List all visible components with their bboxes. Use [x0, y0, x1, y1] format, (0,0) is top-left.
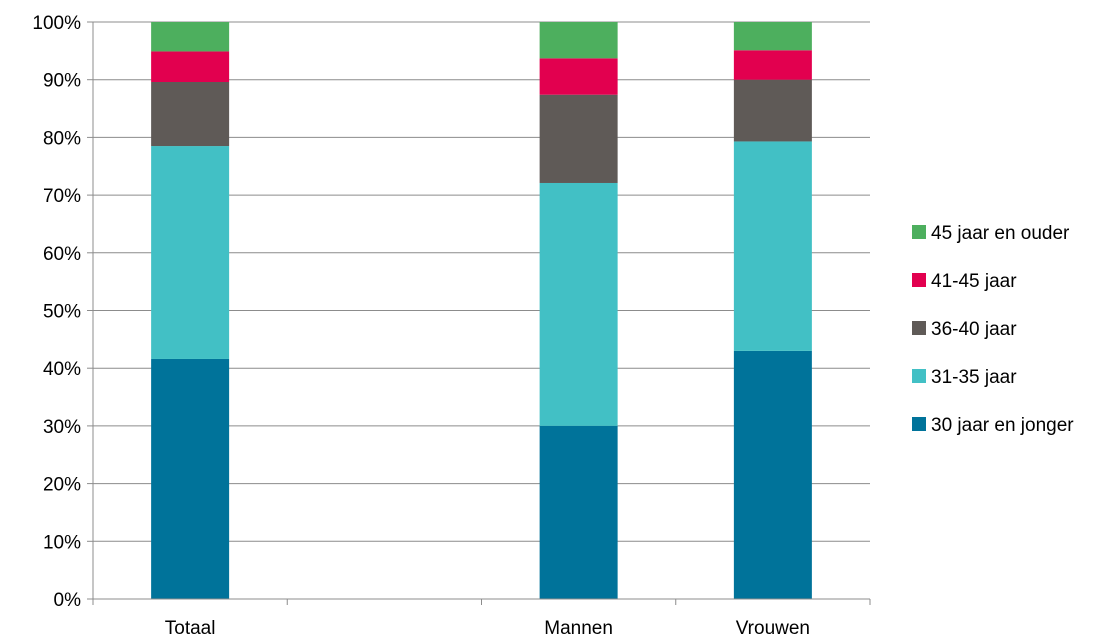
y-tick-label: 40%: [43, 359, 81, 380]
y-tick-label: 70%: [43, 186, 81, 207]
y-tick-label: 30%: [43, 417, 81, 438]
bar-segment: [539, 425, 618, 599]
axes: [92, 22, 871, 605]
bar-segment: [151, 358, 230, 599]
x-tick-label: Totaal: [165, 618, 216, 639]
y-tick-label: 60%: [43, 244, 81, 265]
bar-segment: [151, 82, 230, 147]
bar-segment: [733, 79, 812, 142]
bar-segment: [539, 58, 618, 95]
y-axis-tick-labels: 0% 10% 20% 30% 40% 50% 60% 70% 80% 90% 100%: [32, 13, 81, 611]
bars: [151, 22, 812, 599]
y-tick-label: 50%: [43, 302, 81, 323]
x-tick-label: Mannen: [544, 618, 613, 639]
bar-segment: [151, 22, 230, 52]
y-tick-label: 90%: [43, 71, 81, 92]
x-axis-tick-labels: Totaal Mannen Vrouwen: [165, 618, 810, 639]
y-tick-label: 20%: [43, 475, 81, 496]
bar-segment: [151, 51, 230, 83]
legend-swatch: [912, 225, 926, 239]
bar-segment: [151, 146, 230, 359]
y-tick-label: 80%: [43, 128, 81, 149]
legend: 45 jaar en ouder 41-45 jaar 36-40 jaar 31-3…: [912, 223, 1074, 436]
legend-swatch: [912, 273, 926, 287]
legend-swatch: [912, 417, 926, 431]
y-tick-label: 10%: [43, 532, 81, 553]
bar-segment: [733, 350, 812, 599]
legend-swatch: [912, 369, 926, 383]
bar-segment: [539, 182, 618, 426]
y-tick-label: 100%: [32, 13, 81, 34]
bar-segment: [539, 94, 618, 183]
legend-label: 41-45 jaar: [931, 271, 1017, 292]
legend-label: 45 jaar en ouder: [931, 223, 1070, 244]
bar-segment: [733, 141, 812, 351]
legend-label: 36-40 jaar: [931, 319, 1017, 340]
legend-label: 31-35 jaar: [931, 367, 1017, 388]
legend-label: 30 jaar en jonger: [931, 415, 1074, 436]
bar-segment: [539, 22, 618, 59]
bar-segment: [733, 50, 812, 80]
y-tick-label: 0%: [54, 590, 82, 611]
x-tick-label: Vrouwen: [736, 618, 810, 639]
bar-segment: [733, 22, 812, 51]
legend-swatch: [912, 321, 926, 335]
